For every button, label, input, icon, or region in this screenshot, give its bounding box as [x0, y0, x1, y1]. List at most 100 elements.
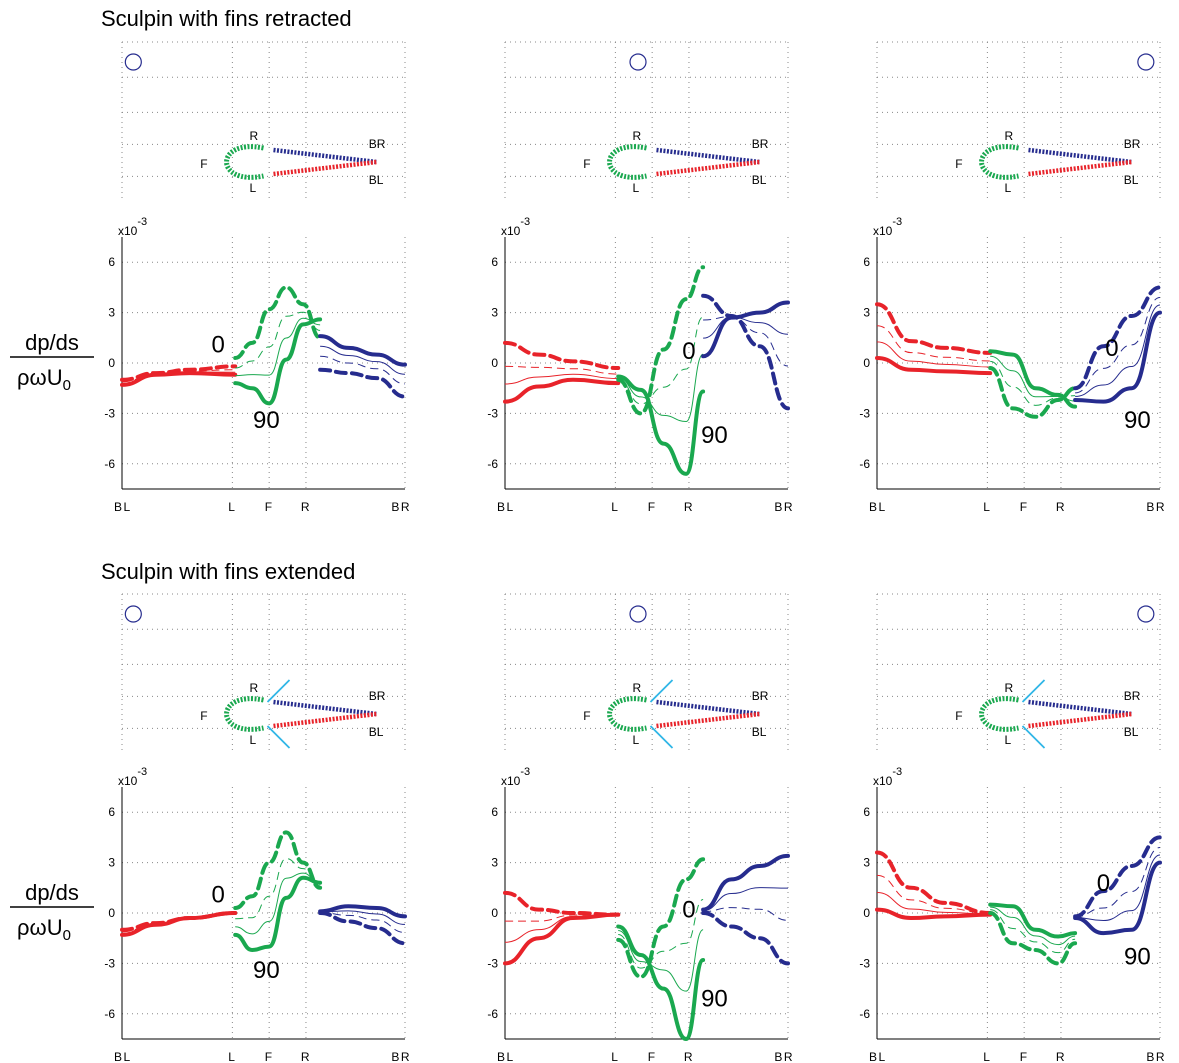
series-line-intermediate-solid	[703, 887, 789, 912]
series-line-phase-90	[988, 349, 1078, 409]
series-line-phase-90	[318, 334, 407, 367]
exponent-label: x10-3	[118, 766, 147, 788]
y-tick-label: -3	[859, 956, 870, 970]
y-tick-label: 6	[108, 255, 115, 269]
nose-segment	[607, 144, 647, 180]
shape-label-front: F	[955, 157, 962, 171]
phase-annotation: 0	[682, 897, 695, 924]
x-tick-label: BL	[114, 1050, 132, 1063]
shape-label-left: L	[1005, 733, 1012, 747]
lower-fin	[266, 725, 291, 749]
y-tick-label: 6	[108, 805, 115, 819]
series-line-phase-90	[616, 924, 706, 1042]
series-line-intermediate-dashed	[320, 911, 406, 933]
lower-fin	[649, 725, 674, 749]
shape-label-back-right: BR	[369, 689, 386, 703]
series-line-phase-0	[503, 340, 621, 371]
series-line-intermediate-solid	[618, 353, 704, 422]
exponent-label: x10-3	[873, 766, 902, 788]
shape-label-left: L	[250, 733, 257, 747]
ylabel-numerator: dp/ds	[25, 880, 79, 905]
x-tick-label: BL	[497, 1050, 515, 1063]
x-tick-label: L	[983, 500, 991, 514]
shape-label-back-right: BR	[1124, 137, 1141, 151]
phase-annotation: 0	[1097, 870, 1110, 897]
series-line-phase-0	[120, 364, 238, 382]
chart-panel-6: R L F BR BL -6 -3 0 3 6 BL L F R BR x10-3 0 90	[859, 593, 1166, 1063]
y-tick-label: -3	[104, 406, 115, 420]
series-line-intermediate-solid	[990, 906, 1076, 946]
y-tick-label: 3	[491, 856, 498, 870]
x-tick-label: R	[301, 500, 311, 514]
x-tick-label: BL	[497, 500, 515, 514]
x-tick-label: BR	[391, 500, 411, 514]
shape-label-left: L	[633, 181, 640, 195]
series-line-intermediate-dashed	[1075, 296, 1161, 394]
shape-label-right: R	[633, 129, 642, 143]
y-tick-label: 6	[491, 805, 498, 819]
series-line-intermediate-solid	[235, 317, 321, 377]
series-line-phase-90	[233, 875, 323, 952]
position-marker-icon	[629, 605, 647, 623]
shape-label-back-right: BR	[752, 137, 769, 151]
nose-segment	[607, 696, 647, 732]
series-line-phase-90	[616, 374, 706, 476]
pressure-plot: -6 -3 0 3 6 BL L F R BR x10-3 0 90	[104, 766, 409, 1063]
phase-annotation: 90	[701, 986, 728, 1013]
series-line-intermediate-solid	[703, 316, 789, 339]
phase-annotation: 90	[253, 957, 280, 984]
series-line-phase-0	[233, 285, 323, 360]
shape-label-right: R	[633, 681, 642, 695]
position-marker-icon	[629, 53, 647, 71]
series-line-intermediate-solid	[235, 872, 321, 935]
phase-annotation: 0	[212, 882, 225, 909]
right-side-segment	[1028, 147, 1132, 165]
series-line-phase-0	[1073, 285, 1162, 391]
phase-annotation: 0	[212, 332, 225, 359]
section-title-extended: Sculpin with fins extended	[101, 559, 355, 584]
nose-segment	[979, 144, 1019, 180]
y-tick-label: 6	[863, 255, 870, 269]
series-line-intermediate-solid	[876, 341, 991, 368]
shape-label-front: F	[583, 157, 590, 171]
phase-annotation: 90	[701, 422, 728, 449]
x-tick-label: BL	[114, 500, 132, 514]
series-line-intermediate-dashed	[618, 899, 704, 969]
phase-annotation: 90	[253, 407, 280, 434]
position-marker-icon	[1137, 53, 1155, 71]
y-tick-label: -6	[859, 1007, 870, 1021]
upper-fin	[266, 679, 291, 703]
shape-label-right: R	[1005, 681, 1014, 695]
shape-label-left: L	[250, 181, 257, 195]
series-line-intermediate-dashed	[320, 355, 406, 385]
shape-diagram: R L F BR BL	[121, 41, 406, 202]
series-line-phase-0	[318, 367, 407, 399]
series-line-phase-90	[233, 317, 323, 406]
right-side-segment	[273, 147, 377, 165]
series-line-intermediate-dashed	[235, 858, 321, 920]
shape-label-back-left: BL	[369, 725, 384, 739]
y-tick-label: -6	[104, 1007, 115, 1021]
right-side-segment	[1028, 699, 1132, 717]
y-tick-label: -3	[104, 956, 115, 970]
series-line-phase-90	[701, 853, 790, 912]
position-marker-icon	[124, 53, 142, 71]
left-side-segment	[273, 159, 377, 177]
series-line-phase-90	[318, 904, 407, 919]
series-line-phase-90	[1073, 860, 1162, 936]
pressure-plot: -6 -3 0 3 6 BL L F R BR x10-3 0 90	[487, 766, 794, 1063]
shape-label-left: L	[1005, 181, 1012, 195]
shape-label-right: R	[1005, 129, 1014, 143]
nose-segment	[224, 696, 264, 732]
x-tick-label: L	[983, 1050, 991, 1063]
shape-diagram: R L F BR BL	[504, 593, 789, 754]
x-tick-label: BR	[774, 1050, 794, 1063]
series-line-intermediate-dashed	[876, 325, 991, 362]
x-tick-label: BR	[1146, 1050, 1166, 1063]
series-line-intermediate-dashed	[1075, 846, 1161, 918]
exponent-label: x10-3	[873, 216, 902, 238]
series-line-intermediate-dashed	[504, 365, 619, 375]
right-side-segment	[656, 147, 760, 165]
series-line-phase-90	[875, 907, 993, 921]
shape-label-back-right: BR	[1124, 689, 1141, 703]
